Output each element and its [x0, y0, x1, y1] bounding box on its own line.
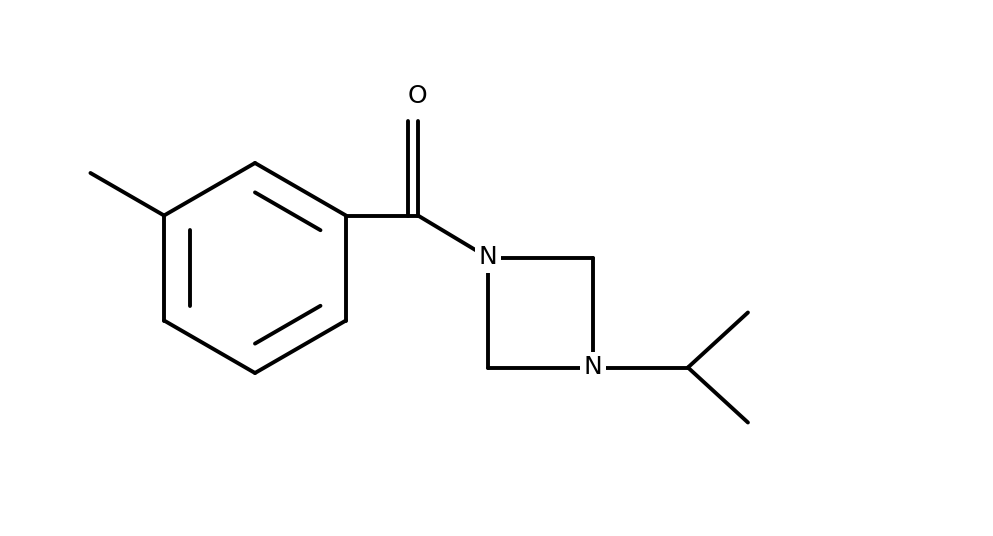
Text: O: O	[408, 84, 428, 108]
Text: N: N	[479, 245, 497, 270]
Text: N: N	[584, 355, 603, 379]
